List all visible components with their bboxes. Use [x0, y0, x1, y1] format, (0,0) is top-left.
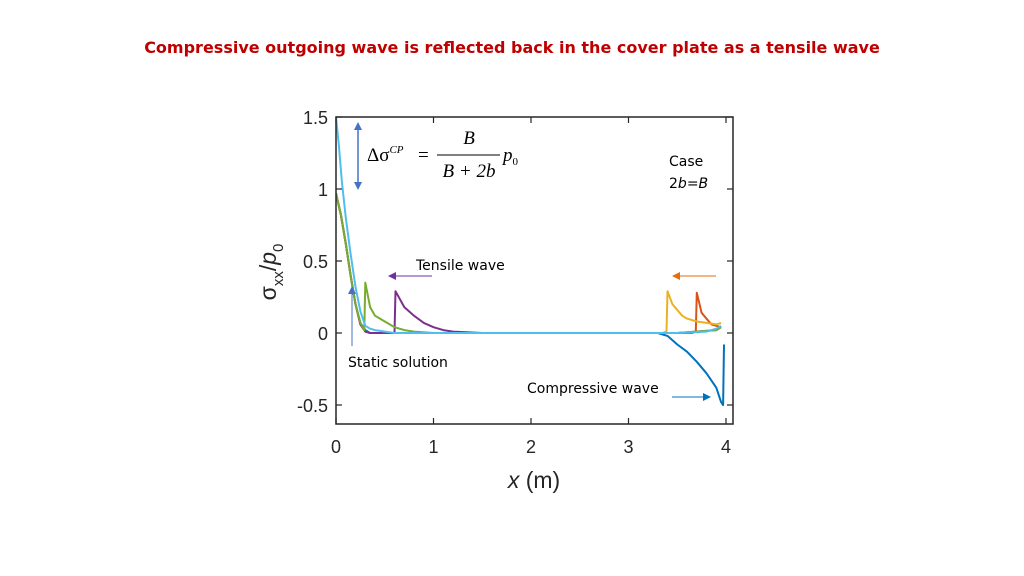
slide-title: Compressive outgoing wave is reflected b… [144, 38, 880, 57]
x-tick-label: 4 [721, 437, 731, 457]
x-axis-var: x [507, 467, 521, 493]
x-axis-label: x (m) [507, 467, 560, 493]
y-tick-label: 0 [318, 324, 328, 344]
x-tick-label: 0 [331, 437, 341, 457]
svg-text:ΔσCP: ΔσCP [367, 144, 404, 166]
compressive-wave-label: Compressive wave [527, 381, 659, 397]
static-solution-label: Static solution [348, 355, 448, 371]
y-axis-label: σxx/p0 [255, 244, 287, 301]
y-axis-sub-xx: xx [270, 271, 287, 287]
y-axis-sigma: σ [255, 286, 281, 300]
series-line-5 [336, 193, 722, 334]
plot-frame [335, 116, 734, 425]
x-tick-label: 1 [428, 437, 438, 457]
y-tick-label: 1.5 [303, 108, 328, 128]
svg-text:σxx/p0: σxx/p0 [255, 244, 287, 301]
series-line-6 [336, 117, 722, 334]
formula-p-sub: 0 [513, 156, 519, 168]
series-line-1 [336, 193, 725, 406]
formula-denominator: B + 2b [443, 161, 496, 182]
y-tick-label: 1 [318, 180, 328, 200]
tensile-wave-label: Tensile wave [415, 258, 505, 274]
case-label: Case [669, 154, 703, 170]
y-tick-label: -0.5 [297, 396, 328, 416]
formula-sup: CP [389, 144, 403, 156]
formula-p: p [501, 145, 513, 166]
formula: ΔσCP = B B + 2b p0 [367, 128, 519, 182]
y-tick-label: 0.5 [303, 252, 328, 272]
formula-numerator: B [463, 128, 475, 149]
series-line-4 [336, 193, 722, 334]
series-line-3 [336, 193, 722, 334]
svg-text:p0: p0 [501, 145, 519, 168]
x-tick-label: 3 [623, 437, 633, 457]
case-ratio-eq: = [687, 176, 699, 192]
y-axis-p: p [255, 252, 281, 266]
series-line-2 [336, 193, 722, 334]
y-axis-sub-0: 0 [270, 244, 287, 252]
case-ratio-B: B [699, 176, 709, 192]
x-tick-label: 2 [526, 437, 536, 457]
case-ratio-2: 2 [669, 176, 678, 192]
formula-equals: = [418, 145, 429, 166]
y-axis-slash-p: / [255, 264, 281, 271]
case-ratio-b: b [678, 176, 687, 192]
x-axis-unit: (m) [519, 467, 560, 493]
case-ratio: 2b=B [669, 176, 708, 192]
formula-lhs: Δσ [367, 145, 389, 166]
